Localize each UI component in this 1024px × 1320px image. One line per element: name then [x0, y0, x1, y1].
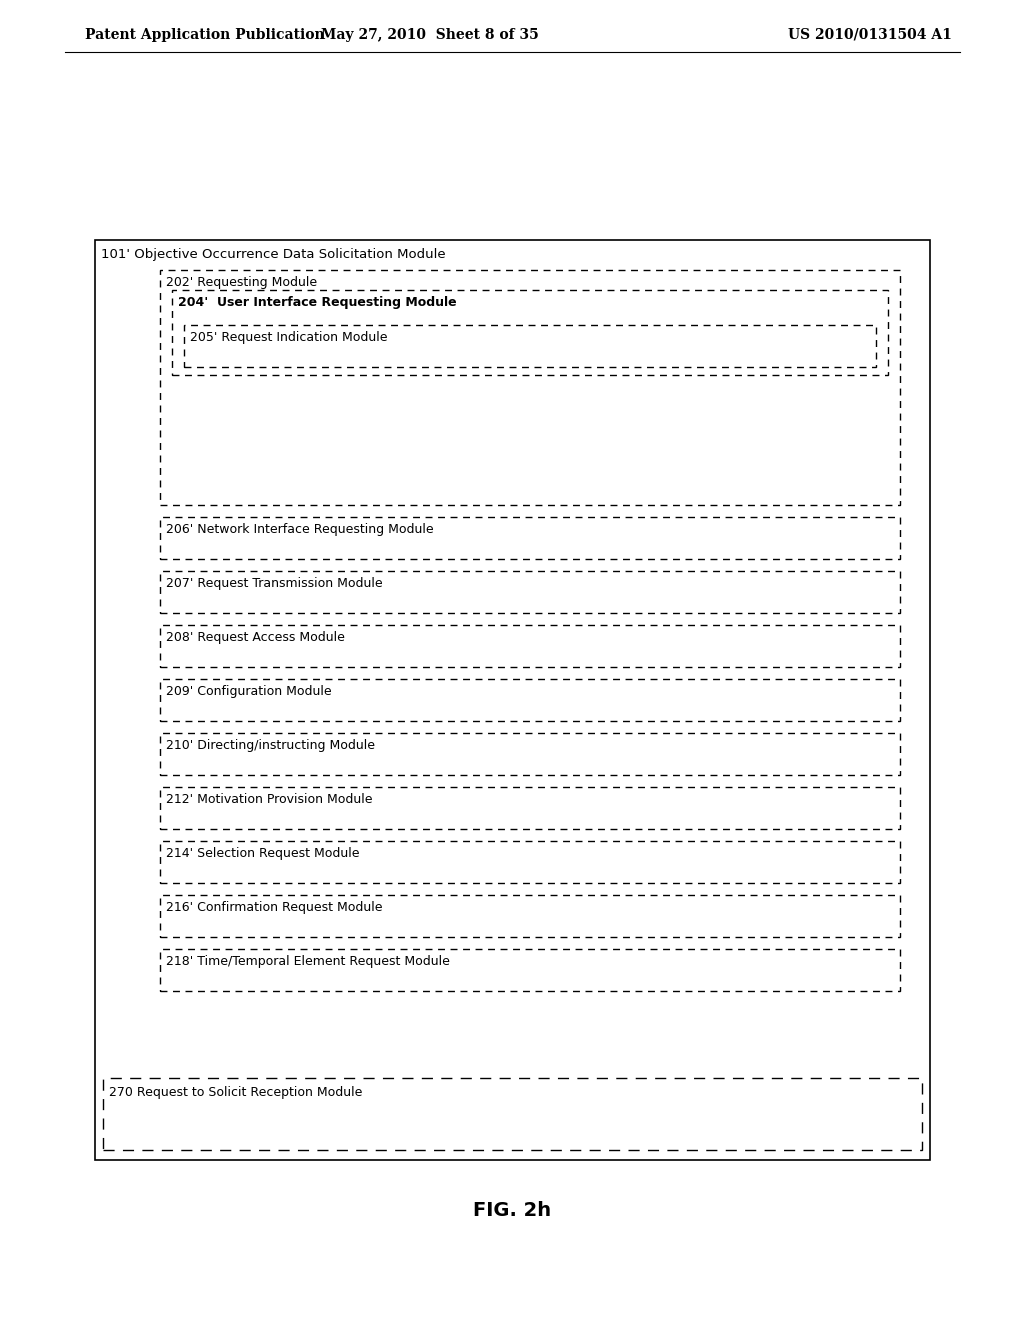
Text: 210' Directing/instructing Module: 210' Directing/instructing Module: [166, 739, 375, 752]
Bar: [160, 678, 900, 721]
Text: 209' Configuration Module: 209' Configuration Module: [166, 685, 332, 698]
Text: 270 Request to Solicit Reception Module: 270 Request to Solicit Reception Module: [109, 1086, 362, 1100]
Bar: [160, 787, 900, 829]
Bar: [103, 1078, 922, 1150]
Text: 216' Confirmation Request Module: 216' Confirmation Request Module: [166, 902, 383, 913]
Text: Patent Application Publication: Patent Application Publication: [85, 28, 325, 42]
Bar: [95, 240, 930, 1160]
Text: May 27, 2010  Sheet 8 of 35: May 27, 2010 Sheet 8 of 35: [322, 28, 539, 42]
Text: 101' Objective Occurrence Data Solicitation Module: 101' Objective Occurrence Data Solicitat…: [101, 248, 445, 261]
Bar: [160, 271, 900, 506]
Text: 212' Motivation Provision Module: 212' Motivation Provision Module: [166, 793, 373, 807]
Bar: [160, 733, 900, 775]
Text: 218' Time/Temporal Element Request Module: 218' Time/Temporal Element Request Modul…: [166, 954, 450, 968]
Text: 202' Requesting Module: 202' Requesting Module: [166, 276, 317, 289]
Text: 207' Request Transmission Module: 207' Request Transmission Module: [166, 577, 383, 590]
Bar: [160, 949, 900, 991]
Text: 205' Request Indication Module: 205' Request Indication Module: [190, 331, 387, 345]
Text: 204'  User Interface Requesting Module: 204' User Interface Requesting Module: [178, 296, 457, 309]
Text: 214' Selection Request Module: 214' Selection Request Module: [166, 847, 359, 861]
Text: 208' Request Access Module: 208' Request Access Module: [166, 631, 345, 644]
Bar: [160, 624, 900, 667]
Bar: [184, 325, 876, 367]
Text: US 2010/0131504 A1: US 2010/0131504 A1: [788, 28, 952, 42]
Bar: [160, 895, 900, 937]
Text: 206' Network Interface Requesting Module: 206' Network Interface Requesting Module: [166, 523, 433, 536]
Bar: [160, 572, 900, 612]
Bar: [172, 290, 888, 375]
Text: FIG. 2h: FIG. 2h: [473, 1200, 551, 1220]
Bar: [160, 517, 900, 558]
Bar: [160, 841, 900, 883]
